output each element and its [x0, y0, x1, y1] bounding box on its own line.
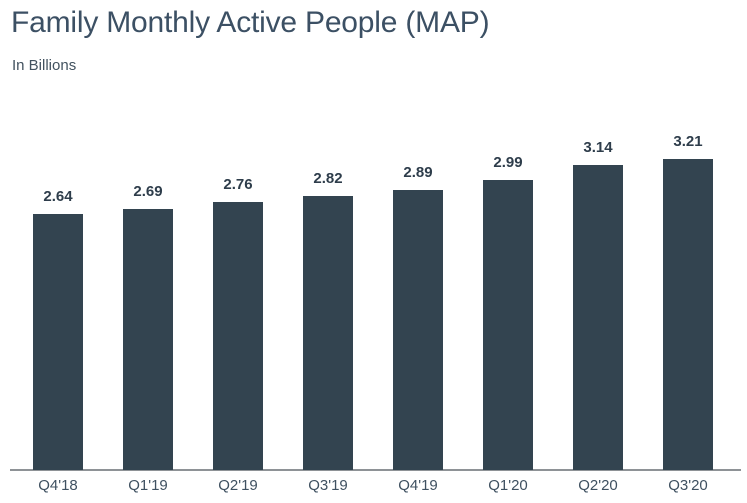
x-axis-line [10, 469, 741, 471]
bar [573, 165, 623, 470]
x-axis-label: Q2'19 [218, 477, 258, 494]
x-axis-label: Q4'18 [38, 477, 78, 494]
bar [303, 196, 353, 470]
bar-group: 2.99 [463, 0, 553, 470]
x-axis-label: Q1'19 [128, 477, 168, 494]
bar-value-label: 2.89 [403, 164, 433, 181]
bar-value-label: 2.99 [493, 154, 523, 171]
bar-value-label: 2.76 [223, 176, 253, 193]
bar-group: 2.64 [13, 0, 103, 470]
x-axis-label: Q3'20 [668, 477, 708, 494]
bar-value-label: 2.82 [313, 170, 343, 187]
bar-value-label: 2.69 [133, 183, 163, 200]
bar-group: 3.21 [643, 0, 733, 470]
bar [33, 214, 83, 470]
x-axis-label: Q4'19 [398, 477, 438, 494]
page-title: Family Monthly Active People (MAP) [11, 6, 490, 39]
bar-chart: 2.64 2.69 2.76 2.82 2.89 2.99 3.14 3.21 [13, 0, 733, 470]
bar [663, 159, 713, 470]
chart-subtitle: In Billions [12, 57, 77, 74]
bar-value-label: 3.14 [583, 139, 613, 156]
bar-group: 3.14 [553, 0, 643, 470]
x-axis-label: Q1'20 [488, 477, 528, 494]
bar [483, 180, 533, 470]
x-axis-label: Q3'19 [308, 477, 348, 494]
x-axis-labels: Q4'18 Q1'19 Q2'19 Q3'19 Q4'19 Q1'20 Q2'20 Q3'20 [13, 477, 733, 494]
bar-group: 2.69 [103, 0, 193, 470]
bar-value-label: 2.64 [43, 188, 73, 205]
bar [393, 190, 443, 470]
bar-group: 2.89 [373, 0, 463, 470]
bar [123, 209, 173, 470]
bars-container: 2.64 2.69 2.76 2.82 2.89 2.99 3.14 3.21 [13, 0, 733, 470]
x-axis-label: Q2'20 [578, 477, 618, 494]
bar-group: 2.76 [193, 0, 283, 470]
bar [213, 202, 263, 470]
bar-group: 2.82 [283, 0, 373, 470]
bar-value-label: 3.21 [673, 133, 703, 150]
